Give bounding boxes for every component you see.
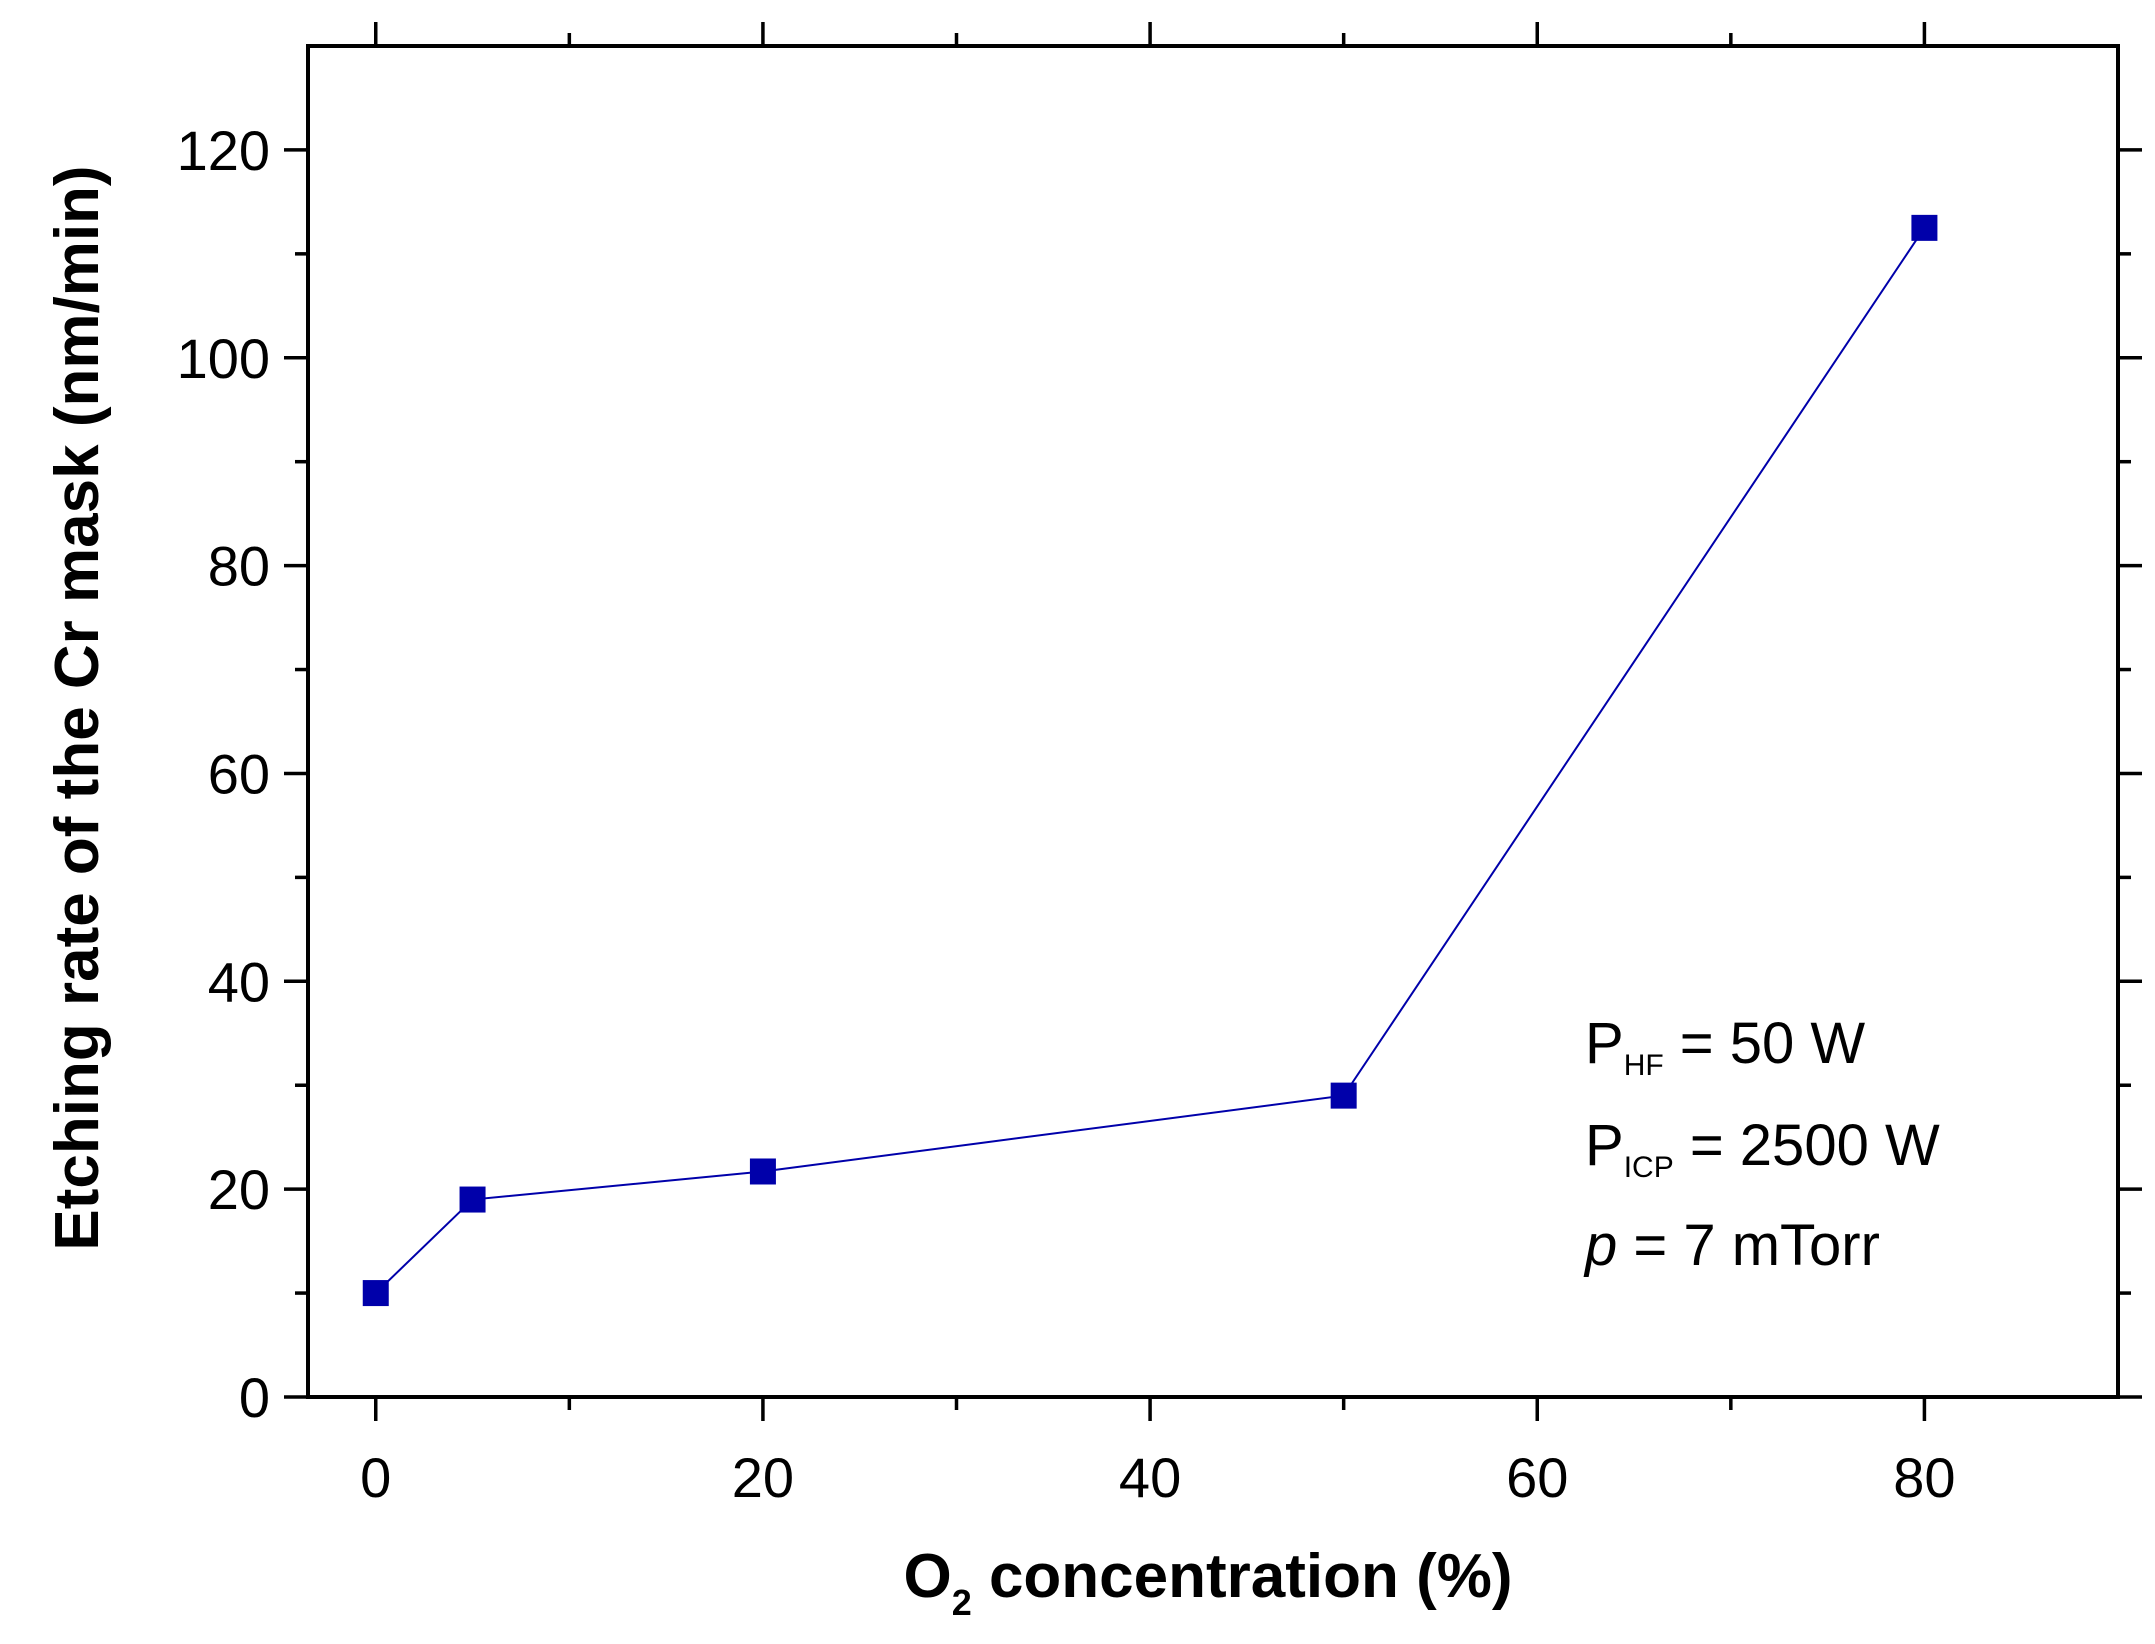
y-tick-label: 100 <box>177 327 270 390</box>
data-point-marker <box>1330 1082 1357 1109</box>
data-point-marker <box>749 1158 776 1185</box>
x-tick-label: 20 <box>732 1446 794 1509</box>
x-axis-title-subscript: 2 <box>952 1582 972 1623</box>
x-axis-title-rest: concentration (%) <box>972 1542 1513 1611</box>
x-tick-label: 40 <box>1119 1446 1181 1509</box>
annotation-pressure: p = 7 mTorr <box>1583 1213 1880 1278</box>
y-tick-label: 80 <box>208 535 270 598</box>
x-tick-label: 60 <box>1506 1446 1568 1509</box>
annotation-hf-power: PHF = 50 W <box>1585 1011 1865 1082</box>
y-axis-title: Etching rate of the Cr mask (nm/min) <box>43 165 112 1250</box>
data-series <box>362 214 1938 1307</box>
x-axis-title: O2 concentration (%) <box>903 1542 1512 1623</box>
y-tick-label: 60 <box>208 742 270 805</box>
data-point-marker <box>459 1186 486 1213</box>
tick-labels: 0 20 40 60 80 0 20 40 60 80 100 120 <box>177 119 1956 1509</box>
data-point-marker <box>362 1280 389 1307</box>
y-tick-label: 20 <box>208 1158 270 1221</box>
y-tick-label: 0 <box>239 1366 270 1429</box>
y-tick-label: 120 <box>177 119 270 182</box>
plot-frame <box>306 44 2120 1399</box>
x-tick-label: 0 <box>360 1446 391 1509</box>
annotation-icp-power: PICP = 2500 W <box>1585 1113 1940 1184</box>
annotation-box: PHF = 50 W PICP = 2500 W p = 7 mTorr <box>1583 1011 1940 1278</box>
y-tick-label: 40 <box>208 950 270 1013</box>
axis-ticks <box>284 22 2142 1421</box>
x-tick-label: 80 <box>1893 1446 1955 1509</box>
data-point-marker <box>1911 214 1938 241</box>
x-axis-title-main: O <box>903 1542 951 1611</box>
